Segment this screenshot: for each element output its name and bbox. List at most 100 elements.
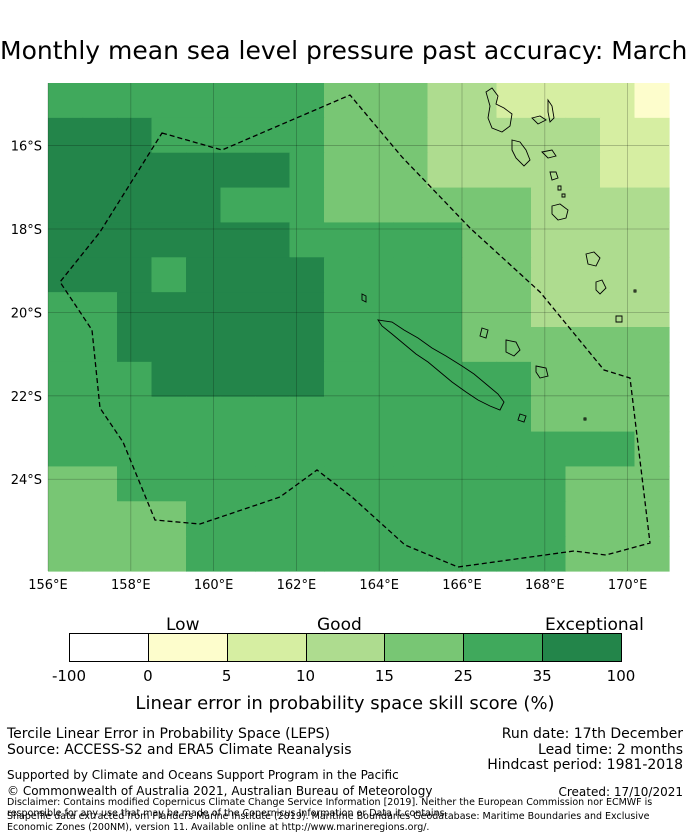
grid-cell bbox=[634, 83, 670, 119]
grid-cell bbox=[151, 152, 187, 189]
grid-cell bbox=[48, 187, 84, 224]
grid-cell bbox=[117, 361, 153, 398]
grid-cell bbox=[255, 536, 291, 572]
colorbar-swatch bbox=[463, 633, 544, 662]
grid-cell bbox=[358, 466, 394, 502]
grid-cell bbox=[151, 222, 187, 258]
grid-cell bbox=[565, 396, 601, 433]
grid-cell bbox=[600, 536, 636, 572]
grid-cell bbox=[358, 257, 394, 293]
grid-cell bbox=[151, 431, 187, 468]
grid-cell bbox=[393, 431, 429, 468]
grid-cell bbox=[289, 117, 325, 154]
small-island-a-coast bbox=[633, 289, 637, 293]
latitude-tick-label: 20°S bbox=[11, 306, 42, 321]
grid-cell bbox=[48, 501, 84, 537]
grid-cell bbox=[462, 501, 498, 537]
grid-cell bbox=[634, 222, 670, 258]
method-text: Tercile Linear Error in Probability Spac… bbox=[7, 726, 330, 742]
grid-cell bbox=[117, 327, 153, 363]
small-island-d-coast bbox=[583, 417, 587, 421]
latitude-tick-label: 18°S bbox=[11, 223, 42, 238]
grid-cell bbox=[151, 466, 187, 502]
colorbar-tick-label: 35 bbox=[532, 667, 552, 685]
grid-cell bbox=[186, 536, 222, 572]
colorbar-swatch bbox=[226, 633, 307, 662]
grid-cell bbox=[565, 466, 601, 502]
grid-cell bbox=[48, 466, 84, 502]
loyalty-ouvea-coast bbox=[479, 327, 489, 339]
grid-cell bbox=[531, 187, 567, 224]
grid-cell bbox=[634, 187, 670, 224]
grid-cell bbox=[82, 466, 118, 502]
grid-cell bbox=[496, 431, 532, 468]
latitude-tick-label: 24°S bbox=[11, 473, 42, 488]
vanuatu-ambrym-coast bbox=[541, 149, 557, 159]
grid-cell bbox=[565, 501, 601, 537]
grid-cell bbox=[255, 361, 291, 398]
grid-cell bbox=[393, 257, 429, 293]
grid-cell bbox=[496, 536, 532, 572]
grid-cell bbox=[393, 83, 429, 119]
loyalty-mare-coast bbox=[535, 365, 549, 379]
grid-cell bbox=[289, 222, 325, 258]
grid-cell bbox=[289, 466, 325, 502]
grid-cell bbox=[255, 292, 291, 328]
grid-cell bbox=[220, 327, 256, 363]
grid-cell bbox=[324, 117, 360, 154]
grid-cell bbox=[82, 536, 118, 572]
grid-cell bbox=[324, 396, 360, 433]
grid-cell bbox=[255, 152, 291, 189]
longitude-tick-label: 156°E bbox=[28, 578, 68, 593]
grid-cell bbox=[393, 117, 429, 154]
grid-cell bbox=[220, 466, 256, 502]
grid-cell bbox=[117, 292, 153, 328]
grid-cell bbox=[531, 117, 567, 154]
grid-cell bbox=[82, 431, 118, 468]
grid-cell bbox=[289, 396, 325, 433]
grid-cell bbox=[324, 83, 360, 119]
grid-cell bbox=[427, 117, 463, 154]
grid-cell bbox=[82, 501, 118, 537]
grid-cell bbox=[220, 222, 256, 258]
grid-cell bbox=[117, 257, 153, 293]
grid-cell bbox=[151, 117, 187, 154]
grid-cell bbox=[48, 431, 84, 468]
grid-cell bbox=[220, 83, 256, 119]
grid-cell bbox=[151, 187, 187, 224]
grid-cell bbox=[324, 257, 360, 293]
grid-cell bbox=[117, 396, 153, 433]
colorbar-swatch bbox=[147, 633, 228, 662]
latitude-tick-label: 22°S bbox=[11, 390, 42, 405]
longitude-tick-label: 164°E bbox=[359, 578, 399, 593]
grid-cell bbox=[186, 152, 222, 189]
grid-cell bbox=[600, 327, 636, 363]
grid-cell bbox=[393, 152, 429, 189]
grid-cell bbox=[462, 152, 498, 189]
grid-cell bbox=[48, 117, 84, 154]
longitude-tick-label: 160°E bbox=[194, 578, 234, 593]
small-island-c-coast bbox=[561, 193, 566, 198]
grid-cell bbox=[289, 327, 325, 363]
grid-cell bbox=[151, 396, 187, 433]
grid-cell bbox=[600, 83, 636, 119]
vanuatu-ambae-coast bbox=[531, 115, 547, 125]
grid-cell bbox=[600, 396, 636, 433]
grid-cell bbox=[324, 361, 360, 398]
grid-cell bbox=[634, 396, 670, 433]
grid-cell bbox=[117, 187, 153, 224]
vanuatu-efate-coast bbox=[551, 203, 569, 221]
grid-cell bbox=[427, 222, 463, 258]
vanuatu-aneityum-coast bbox=[615, 315, 623, 323]
grid-cell bbox=[600, 431, 636, 468]
grid-cell bbox=[324, 501, 360, 537]
grid-cell bbox=[531, 431, 567, 468]
category-label-low: Low bbox=[166, 615, 200, 635]
grid-cell bbox=[427, 257, 463, 293]
grid-cell bbox=[117, 222, 153, 258]
grid-cell bbox=[600, 501, 636, 537]
grid-cell bbox=[393, 396, 429, 433]
grid-cell bbox=[358, 222, 394, 258]
grid-cell bbox=[186, 396, 222, 433]
grid-cell bbox=[48, 83, 84, 119]
